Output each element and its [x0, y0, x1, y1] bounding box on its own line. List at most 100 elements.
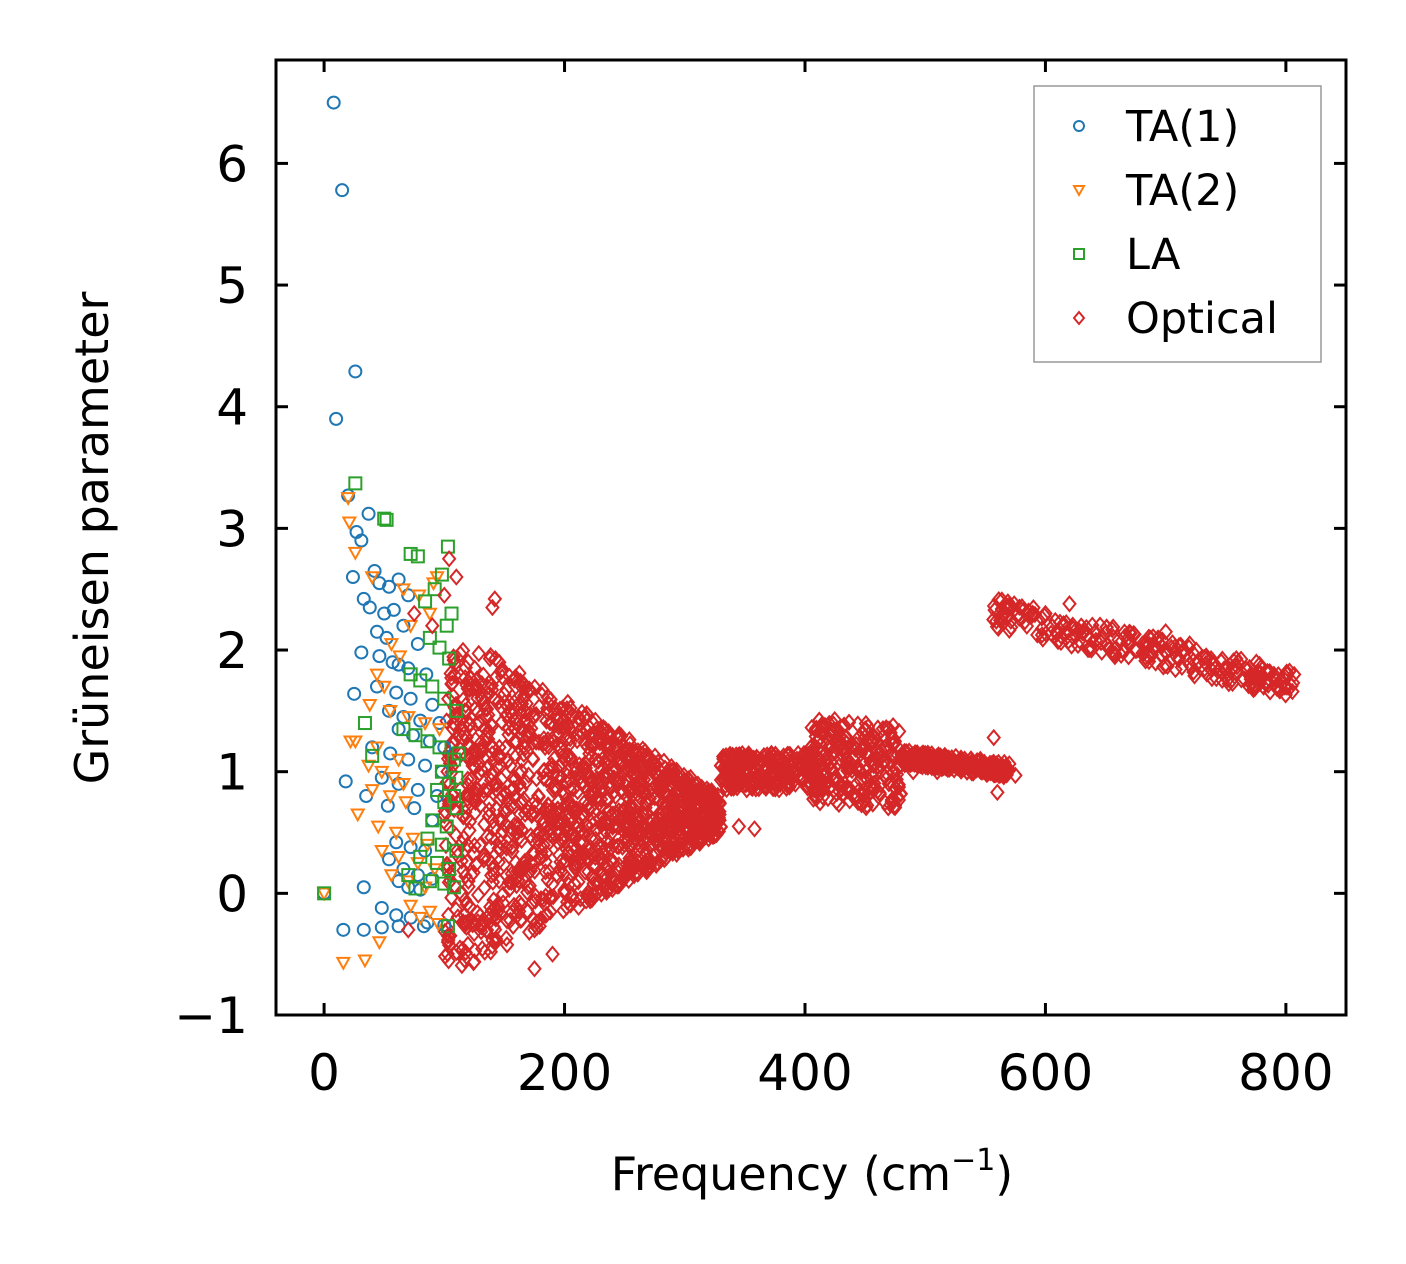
- y-tick-label: 4: [216, 379, 248, 437]
- optical-band-point: [467, 659, 483, 677]
- y-tick-label: 5: [216, 257, 248, 315]
- optical-band-point: [591, 775, 606, 793]
- ta-2-point: [429, 571, 445, 586]
- optical-band-point: [1186, 652, 1201, 670]
- optical-band-point: [674, 801, 690, 820]
- optical-band-point: [581, 751, 597, 770]
- optical-band-point: [462, 736, 477, 755]
- optical-band-point: [611, 768, 627, 787]
- la-point: [439, 819, 454, 834]
- legend-label-ta-1: TA(1): [1125, 102, 1239, 152]
- optical-band-point: [531, 733, 547, 751]
- legend-label-la: LA: [1126, 230, 1181, 280]
- optical-point: [1230, 653, 1246, 671]
- optical-band-point: [437, 806, 452, 825]
- ta-1-point: [354, 533, 369, 548]
- optical-band-point: [671, 816, 686, 834]
- optical-band-point: [444, 888, 459, 907]
- optical-band-point: [588, 830, 603, 849]
- optical-band-point: [506, 693, 522, 712]
- optical-band-point: [562, 771, 578, 790]
- la-point: [437, 691, 452, 706]
- optical-band-point: [805, 758, 821, 776]
- optical-band-point: [497, 739, 513, 757]
- optical-band-point: [494, 811, 510, 830]
- optical-band-point: [843, 753, 858, 772]
- optical-band-point: [441, 690, 456, 708]
- optical-band-point: [480, 706, 496, 724]
- optical-band-point: [642, 813, 657, 832]
- optical-band-point: [960, 755, 976, 773]
- optical-band-point: [597, 867, 613, 885]
- optical-band-point: [461, 776, 476, 795]
- optical-band-point: [466, 953, 481, 972]
- optical-band-point: [589, 788, 605, 806]
- optical-band-point: [517, 873, 533, 891]
- optical-band-point: [1084, 641, 1099, 659]
- optical-band-point: [1140, 647, 1156, 665]
- optical-band-point: [496, 855, 512, 874]
- optical-band-point: [726, 779, 741, 797]
- optical-band-point: [804, 747, 819, 766]
- ta-2-point: [398, 796, 414, 811]
- optical-band-point: [474, 915, 490, 933]
- optical-band-point: [481, 801, 497, 819]
- optical-band-point: [1277, 667, 1293, 686]
- ta-1-point: [391, 722, 406, 737]
- la-point: [446, 752, 461, 767]
- optical-band-point: [543, 690, 558, 709]
- optical-band-point: [454, 885, 469, 903]
- optical-band-point: [520, 726, 536, 745]
- optical-point: [440, 927, 456, 945]
- ta-1-point: [407, 801, 422, 816]
- optical-band-point: [637, 786, 652, 804]
- optical-band-point: [856, 737, 872, 756]
- optical-band-point: [547, 716, 562, 735]
- la-point: [437, 876, 452, 891]
- optical-band-point: [563, 750, 578, 769]
- optical-band-point: [481, 722, 496, 740]
- ta-2-point: [350, 808, 366, 823]
- optical-band-point: [1145, 628, 1161, 646]
- optical-band-point: [611, 837, 627, 856]
- optical-band-point: [457, 803, 473, 821]
- optical-band-point: [512, 805, 528, 823]
- optical-band-point: [886, 733, 902, 752]
- la-point: [432, 640, 447, 655]
- la-point: [420, 831, 435, 846]
- optical-band-point: [1157, 656, 1173, 675]
- la-point: [434, 837, 449, 852]
- optical-band-point: [475, 939, 490, 958]
- optical-band-point: [1012, 598, 1027, 617]
- optical-band-point: [1198, 654, 1214, 673]
- legend-marker-la: [1073, 248, 1085, 260]
- optical-band-point: [476, 666, 491, 684]
- optical-band-point: [463, 770, 479, 789]
- optical-band-point: [595, 854, 611, 873]
- la-point: [317, 886, 332, 901]
- la-point: [413, 849, 428, 864]
- optical-band-point: [623, 761, 639, 779]
- optical-band-point: [613, 727, 629, 745]
- optical-band-point: [547, 708, 563, 727]
- legend-marker-optical: [1072, 310, 1086, 326]
- optical-band-point: [693, 812, 708, 830]
- ta-2-point: [369, 741, 385, 756]
- optical-band-point: [654, 781, 669, 799]
- optical-band-point: [577, 709, 592, 727]
- optical-band-point: [653, 822, 668, 841]
- optical-band-point: [491, 653, 507, 672]
- optical-band-point: [780, 745, 796, 764]
- optical-band-point: [476, 781, 492, 800]
- optical-band-point: [523, 826, 539, 845]
- optical-band-point: [544, 756, 560, 774]
- la-point: [365, 748, 380, 763]
- optical-band-point: [1127, 625, 1142, 644]
- optical-band-point: [1209, 669, 1224, 688]
- optical-band-point: [514, 792, 530, 811]
- optical-band-point: [598, 814, 614, 832]
- optical-band-point: [889, 770, 904, 789]
- optical-band-point: [713, 771, 729, 789]
- optical-band-point: [829, 792, 844, 811]
- optical-band-point: [638, 843, 654, 862]
